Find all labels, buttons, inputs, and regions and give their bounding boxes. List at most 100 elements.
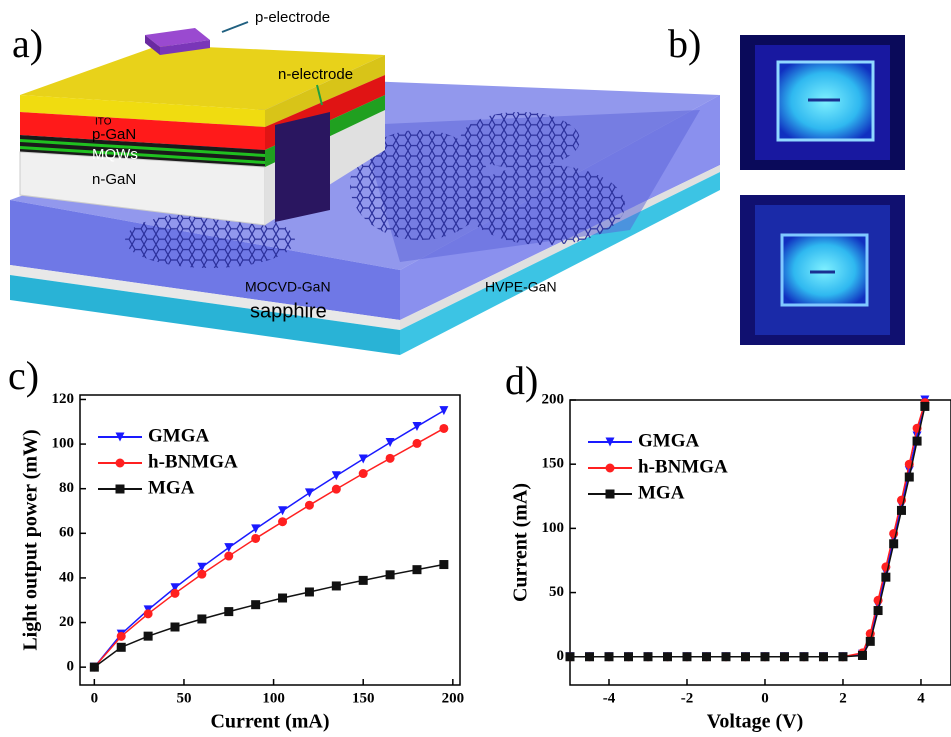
- data-point: [412, 439, 421, 448]
- data-point: [251, 600, 260, 609]
- data-point: [224, 552, 233, 561]
- data-point: [117, 643, 126, 652]
- series-line: [570, 403, 925, 657]
- data-point: [702, 652, 711, 661]
- data-point: [897, 506, 906, 515]
- data-point: [197, 570, 206, 579]
- data-point: [359, 576, 368, 585]
- x-tick-label: 2: [839, 690, 847, 706]
- data-point: [386, 438, 395, 447]
- data-point: [386, 454, 395, 463]
- data-point: [332, 471, 341, 480]
- panel-label: b): [668, 21, 701, 66]
- diagram-label: sapphire: [250, 300, 327, 322]
- data-point: [799, 652, 808, 661]
- data-point: [682, 652, 691, 661]
- data-point: [439, 560, 448, 569]
- data-point: [566, 652, 575, 661]
- y-tick-label: 0: [67, 659, 75, 675]
- y-tick-label: 120: [52, 391, 75, 407]
- data-point: [251, 534, 260, 543]
- diagram-label: n-GaN: [92, 171, 136, 188]
- data-point: [866, 637, 875, 646]
- x-tick-label: 0: [761, 690, 769, 706]
- legend-label: MGA: [638, 482, 685, 503]
- diagram-label: MQWs: [92, 146, 138, 163]
- photo: [740, 35, 905, 170]
- series-line: [94, 428, 444, 667]
- data-point: [439, 424, 448, 433]
- diagram-label: p-GaN: [92, 126, 136, 143]
- photo: [740, 195, 905, 345]
- x-tick-label: 100: [262, 690, 285, 706]
- data-point: [905, 473, 914, 482]
- data-point: [332, 485, 341, 494]
- y-tick-label: 0: [557, 648, 565, 664]
- data-point: [359, 455, 368, 464]
- y-tick-label: 150: [542, 456, 565, 472]
- y-axis-label: Current (mA): [510, 483, 532, 602]
- legend-marker: [116, 485, 125, 494]
- series-line: [570, 400, 925, 657]
- data-point: [305, 501, 314, 510]
- data-point: [780, 652, 789, 661]
- y-tick-label: 20: [59, 614, 74, 630]
- data-point: [721, 652, 730, 661]
- x-tick-label: 0: [91, 690, 99, 706]
- data-point: [913, 437, 922, 446]
- legend-marker: [606, 490, 615, 499]
- data-point: [439, 406, 448, 415]
- data-point: [332, 581, 341, 590]
- y-tick-label: 40: [59, 569, 74, 585]
- x-axis-label: Voltage (V): [707, 711, 803, 733]
- data-point: [604, 652, 613, 661]
- diagram-label: p-electrode: [255, 9, 330, 26]
- x-tick-label: 50: [176, 690, 191, 706]
- diagram-label: n-electrode: [278, 66, 353, 83]
- legend-label: MGA: [148, 477, 195, 498]
- x-axis-label: Current (mA): [210, 711, 329, 733]
- legend-marker: [606, 464, 615, 473]
- x-tick-label: -4: [603, 690, 616, 706]
- data-point: [117, 632, 126, 641]
- x-tick-label: 4: [917, 690, 925, 706]
- y-axis-label: Light output power (mW): [20, 429, 42, 650]
- data-point: [920, 402, 929, 411]
- data-point: [585, 652, 594, 661]
- data-point: [144, 632, 153, 641]
- data-point: [171, 589, 180, 598]
- legend-label: h-BNMGA: [638, 456, 728, 477]
- legend-marker: [116, 459, 125, 468]
- data-point: [412, 565, 421, 574]
- y-tick-label: 60: [59, 525, 74, 541]
- page: {"panels": ["a)", "b)", "c)", "d)"], "di…: [0, 0, 951, 737]
- series-line: [94, 411, 444, 668]
- data-point: [874, 606, 883, 615]
- data-point: [251, 524, 260, 533]
- data-point: [197, 614, 206, 623]
- panel-label: a): [12, 21, 43, 66]
- diagram-label: MOCVD-GaN: [245, 279, 331, 295]
- legend-label: h-BNMGA: [148, 451, 238, 472]
- figure: a) b) c) d) p-electrode n-electrode ITO …: [0, 0, 951, 737]
- data-point: [889, 539, 898, 548]
- data-point: [858, 651, 867, 660]
- data-point: [305, 587, 314, 596]
- x-tick-label: -2: [681, 690, 694, 706]
- data-point: [278, 594, 287, 603]
- data-point: [838, 652, 847, 661]
- panel-label: d): [505, 358, 538, 403]
- panel-label: c): [8, 353, 39, 398]
- x-tick-label: 150: [352, 690, 375, 706]
- y-tick-label: 200: [542, 391, 565, 407]
- data-point: [224, 607, 233, 616]
- diagram-label: HVPE-GaN: [485, 279, 557, 295]
- y-tick-label: 100: [542, 520, 565, 536]
- data-point: [643, 652, 652, 661]
- data-point: [171, 623, 180, 632]
- data-point: [881, 573, 890, 582]
- x-tick-label: 200: [442, 690, 465, 706]
- y-tick-label: 80: [59, 480, 74, 496]
- y-tick-label: 100: [52, 436, 75, 452]
- data-point: [760, 652, 769, 661]
